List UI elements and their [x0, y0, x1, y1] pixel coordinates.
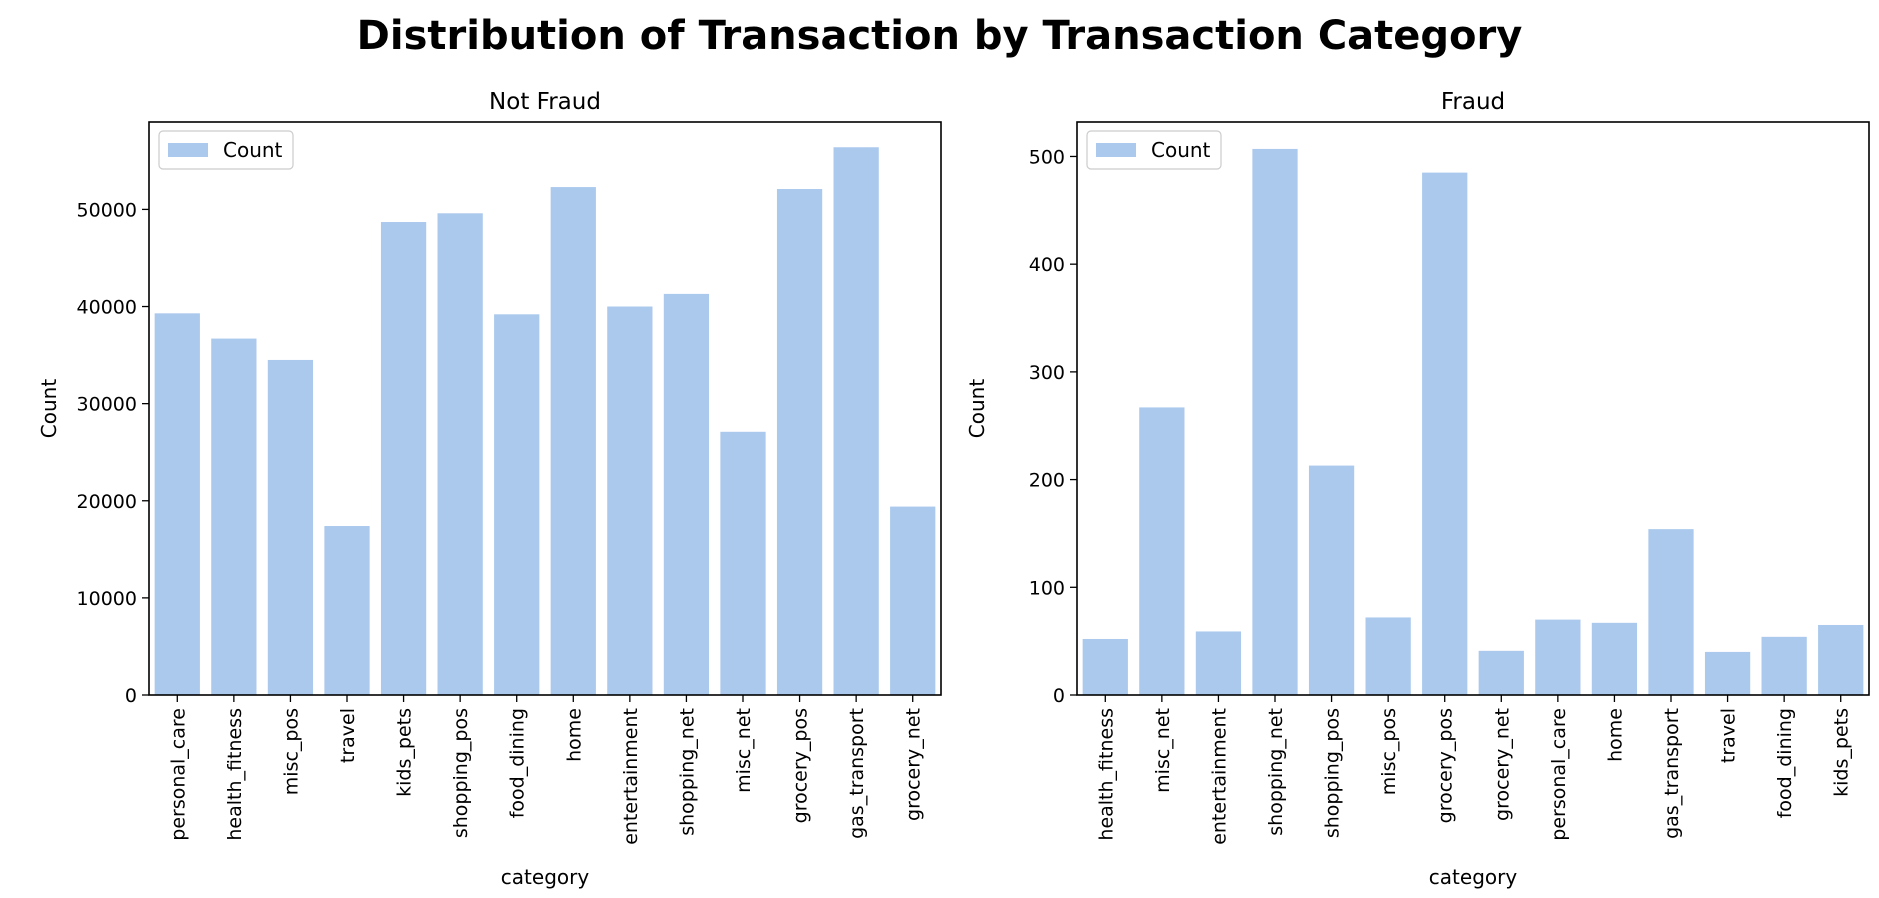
y-tick-label: 10000: [77, 588, 137, 610]
x-tick-label: grocery_net: [903, 708, 925, 821]
bar-home: [550, 187, 596, 695]
x-tick-label: food_dining: [507, 708, 529, 818]
x-tick-label: kids_pets: [394, 708, 416, 797]
x-tick-label: food_dining: [1774, 708, 1796, 818]
legend-label: Count: [1151, 138, 1211, 162]
x-axis-label: category: [501, 865, 590, 889]
bar-home: [1591, 622, 1638, 695]
bar-grocery-pos: [776, 189, 823, 695]
x-tick-label: gas_transport: [846, 708, 868, 839]
x-axis-label: category: [1429, 865, 1518, 889]
bar-shopping-pos: [1308, 465, 1355, 695]
x-tick-label: travel: [1718, 708, 1740, 763]
chart-fraud: health_fitness misc_net entertainment shopp…: [965, 89, 1870, 889]
legend-swatch: [1096, 143, 1136, 157]
legend-swatch: [168, 143, 208, 157]
y-tick-label: 40000: [77, 297, 137, 319]
bar-misc-net: [720, 431, 766, 695]
y-axis-label: Count: [37, 379, 61, 439]
x-tick-label: entertainment: [620, 708, 642, 845]
y-tick-label: 20000: [77, 491, 137, 513]
x-tick-label: kids_pets: [1831, 708, 1853, 797]
bar-food-dining: [494, 314, 540, 695]
bar-misc-net: [1139, 407, 1185, 695]
x-tick-label: grocery_pos: [1435, 708, 1457, 823]
legend: Count: [158, 130, 294, 170]
bar-food-dining: [1761, 636, 1807, 695]
x-tick-label: health_fitness: [1095, 708, 1117, 841]
bar-misc-pos: [1365, 617, 1411, 695]
x-tick-label: entertainment: [1208, 708, 1230, 845]
x-tick-label: health_fitness: [224, 708, 246, 841]
x-tick-label: shopping_pos: [450, 708, 472, 838]
bar-grocery-pos: [1422, 172, 1468, 695]
legend: Count: [1086, 130, 1222, 170]
bar-entertainment: [607, 306, 653, 695]
bar-misc-pos: [267, 359, 314, 695]
y-tick-label: 50000: [77, 199, 137, 221]
x-tick-label: shopping_net: [676, 708, 698, 836]
y-tick-label: 500: [1029, 146, 1065, 168]
x-tick-label: home: [563, 708, 585, 762]
bar-entertainment: [1195, 631, 1242, 695]
x-tick-label: personal_care: [167, 708, 189, 841]
y-tick-label: 300: [1029, 362, 1065, 384]
bar-travel: [324, 526, 370, 695]
subplot-title: Not Fraud: [489, 89, 601, 115]
axes-frame: [148, 121, 942, 696]
x-tick-label: gas_transport: [1661, 708, 1683, 839]
x-tick-label: misc_net: [733, 708, 755, 793]
y-tick-label: 400: [1029, 254, 1065, 276]
y-axis-label: Count: [965, 379, 989, 439]
chart-not-fraud: personal_care health_fitness misc_pos trave…: [37, 89, 942, 889]
y-tick-label: 0: [1053, 685, 1065, 707]
bar-shopping-net: [1252, 148, 1298, 695]
bar-shopping-net: [663, 293, 710, 695]
x-tick-label: misc_pos: [280, 708, 302, 795]
bar-travel: [1704, 651, 1751, 695]
legend-box: [1086, 130, 1222, 170]
bar-kids-pets: [1818, 624, 1864, 695]
x-tick-label: grocery_pos: [790, 708, 812, 823]
axes-frame: [1076, 121, 1870, 696]
x-tick-label: travel: [337, 708, 359, 763]
x-tick-label: home: [1604, 708, 1626, 762]
x-tick-label: personal_care: [1548, 708, 1570, 841]
x-tick-label: shopping_pos: [1322, 708, 1344, 838]
bar-kids-pets: [380, 222, 427, 695]
bar-personal-care: [1535, 619, 1581, 695]
x-tick-label: misc_pos: [1378, 708, 1400, 795]
legend-label: Count: [223, 138, 283, 162]
x-tick-label: misc_net: [1152, 708, 1174, 793]
bar-shopping-pos: [437, 213, 483, 696]
bar-health-fitness: [1082, 638, 1128, 695]
y-tick-label: 0: [125, 685, 137, 707]
y-tick-label: 200: [1029, 470, 1065, 492]
bar-grocery-net: [890, 506, 936, 695]
bar-gas-transport: [1648, 529, 1694, 695]
x-tick-label: shopping_net: [1265, 708, 1287, 836]
y-tick-label: 30000: [77, 394, 137, 416]
bar-grocery-net: [1478, 650, 1524, 695]
bar-gas-transport: [833, 147, 879, 695]
y-tick-label: 100: [1029, 577, 1065, 599]
figure-title: Distribution of Transaction by Transacti…: [357, 13, 1523, 59]
bar-personal-care: [154, 313, 200, 695]
x-tick-label: grocery_net: [1491, 708, 1513, 821]
bar-health-fitness: [211, 338, 257, 695]
subplot-title: Fraud: [1441, 89, 1505, 115]
legend-box: [158, 130, 294, 170]
